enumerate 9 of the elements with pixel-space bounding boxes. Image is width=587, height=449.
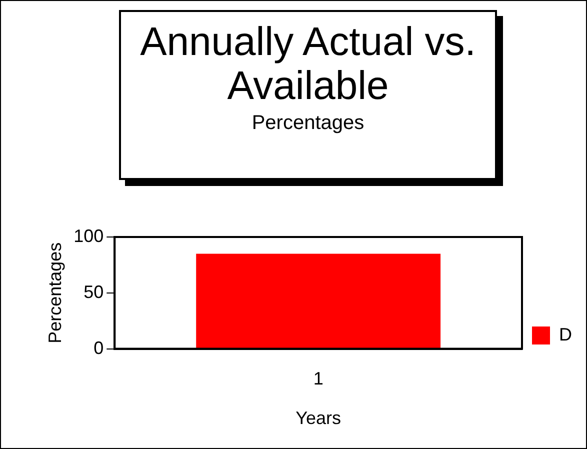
- y-tick-label: 0: [94, 338, 104, 358]
- chart-title: Annually Actual vs. Available: [139, 20, 477, 108]
- x-axis-title: Years: [296, 408, 342, 428]
- y-tick-label: 50: [84, 282, 104, 302]
- chart-subtitle: Percentages: [250, 112, 366, 135]
- x-tick-label: 1: [313, 368, 324, 389]
- legend-label: D: [559, 324, 572, 344]
- y-axis-title: Percentages: [44, 242, 65, 344]
- y-tick-label: 100: [74, 226, 104, 246]
